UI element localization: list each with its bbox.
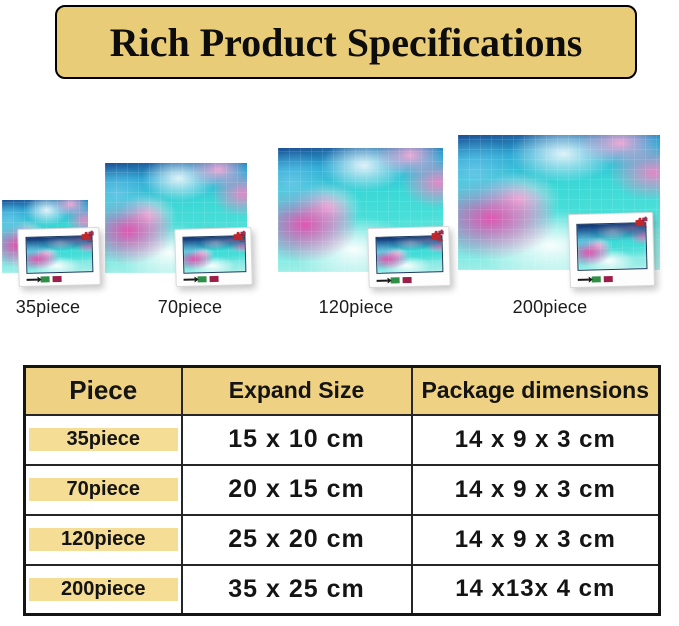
table-row: 35piece 15 x 10 cm 14 x 9 x 3 cm — [23, 413, 661, 466]
cell-expand-35: 15 x 10 cm — [180, 413, 413, 466]
brand-puzzle-logo-icon — [635, 216, 648, 228]
page-title: Rich Product Specifications — [109, 19, 583, 65]
cell-piece-120: 120piece — [23, 513, 183, 566]
cell-package-200: 14 x13x 4 cm — [410, 563, 661, 616]
piece-chip: 200piece — [29, 577, 178, 601]
piece-chip: 120piece — [29, 528, 178, 551]
arrow-mark-icon — [376, 279, 388, 282]
certification-marks — [26, 275, 62, 283]
box-artwork — [576, 222, 648, 271]
arrow-mark-icon — [26, 278, 38, 281]
spec-table: Piece Expand Size Package dimensions 35p… — [23, 365, 661, 616]
table-row: 70piece 20 x 15 cm 14 x 9 x 3 cm — [23, 463, 661, 516]
arrow-mark-icon — [578, 278, 590, 281]
red-mark-icon — [604, 275, 614, 282]
product-label-200piece: 200piece — [512, 297, 588, 317]
green-mark-icon — [592, 275, 602, 283]
certification-marks — [376, 276, 412, 284]
puzzle-image-200piece — [458, 135, 660, 270]
table-row: 200piece 35 x 25 cm 14 x13x 4 cm — [23, 563, 661, 616]
certification-marks — [578, 275, 614, 283]
table-header-row: Piece Expand Size Package dimensions — [23, 365, 661, 416]
puzzle-box-35piece — [17, 226, 101, 288]
green-mark-icon — [197, 275, 207, 283]
column-header-package-dimensions: Package dimensions — [410, 365, 661, 416]
table-row: 120piece 25 x 20 cm 14 x 9 x 3 cm — [23, 513, 661, 566]
piece-chip: 35piece — [29, 428, 178, 451]
puzzle-box-120piece — [367, 225, 451, 289]
red-mark-icon — [402, 276, 412, 283]
product-label-120piece: 120piece — [318, 297, 394, 317]
cell-piece-70: 70piece — [23, 463, 183, 516]
puzzle-box-70piece — [174, 227, 253, 287]
certification-marks — [183, 275, 219, 283]
green-mark-icon — [40, 275, 50, 283]
red-mark-icon — [209, 275, 219, 282]
column-header-expand-size: Expand Size — [180, 365, 413, 416]
brand-puzzle-logo-icon — [431, 229, 444, 242]
brand-puzzle-logo-icon — [81, 230, 94, 243]
product-label-70piece: 70piece — [157, 297, 223, 317]
cell-package-35: 14 x 9 x 3 cm — [410, 413, 661, 466]
cell-expand-70: 20 x 15 cm — [180, 463, 413, 516]
brand-puzzle-logo-icon — [233, 230, 246, 243]
cell-package-120: 14 x 9 x 3 cm — [410, 513, 661, 566]
cell-piece-35: 35piece — [23, 413, 183, 466]
cell-package-70: 14 x 9 x 3 cm — [410, 463, 661, 516]
cell-piece-200: 200piece — [23, 563, 183, 616]
arrow-mark-icon — [183, 278, 195, 281]
red-mark-icon — [52, 275, 62, 282]
product-label-35piece: 35piece — [15, 297, 81, 317]
title-banner: Rich Product Specifications — [55, 5, 637, 79]
green-mark-icon — [390, 276, 400, 284]
cell-expand-120: 25 x 20 cm — [180, 513, 413, 566]
column-header-piece: Piece — [23, 365, 183, 416]
puzzle-box-200piece — [568, 211, 655, 289]
piece-chip: 70piece — [29, 478, 178, 501]
cell-expand-200: 35 x 25 cm — [180, 563, 413, 616]
